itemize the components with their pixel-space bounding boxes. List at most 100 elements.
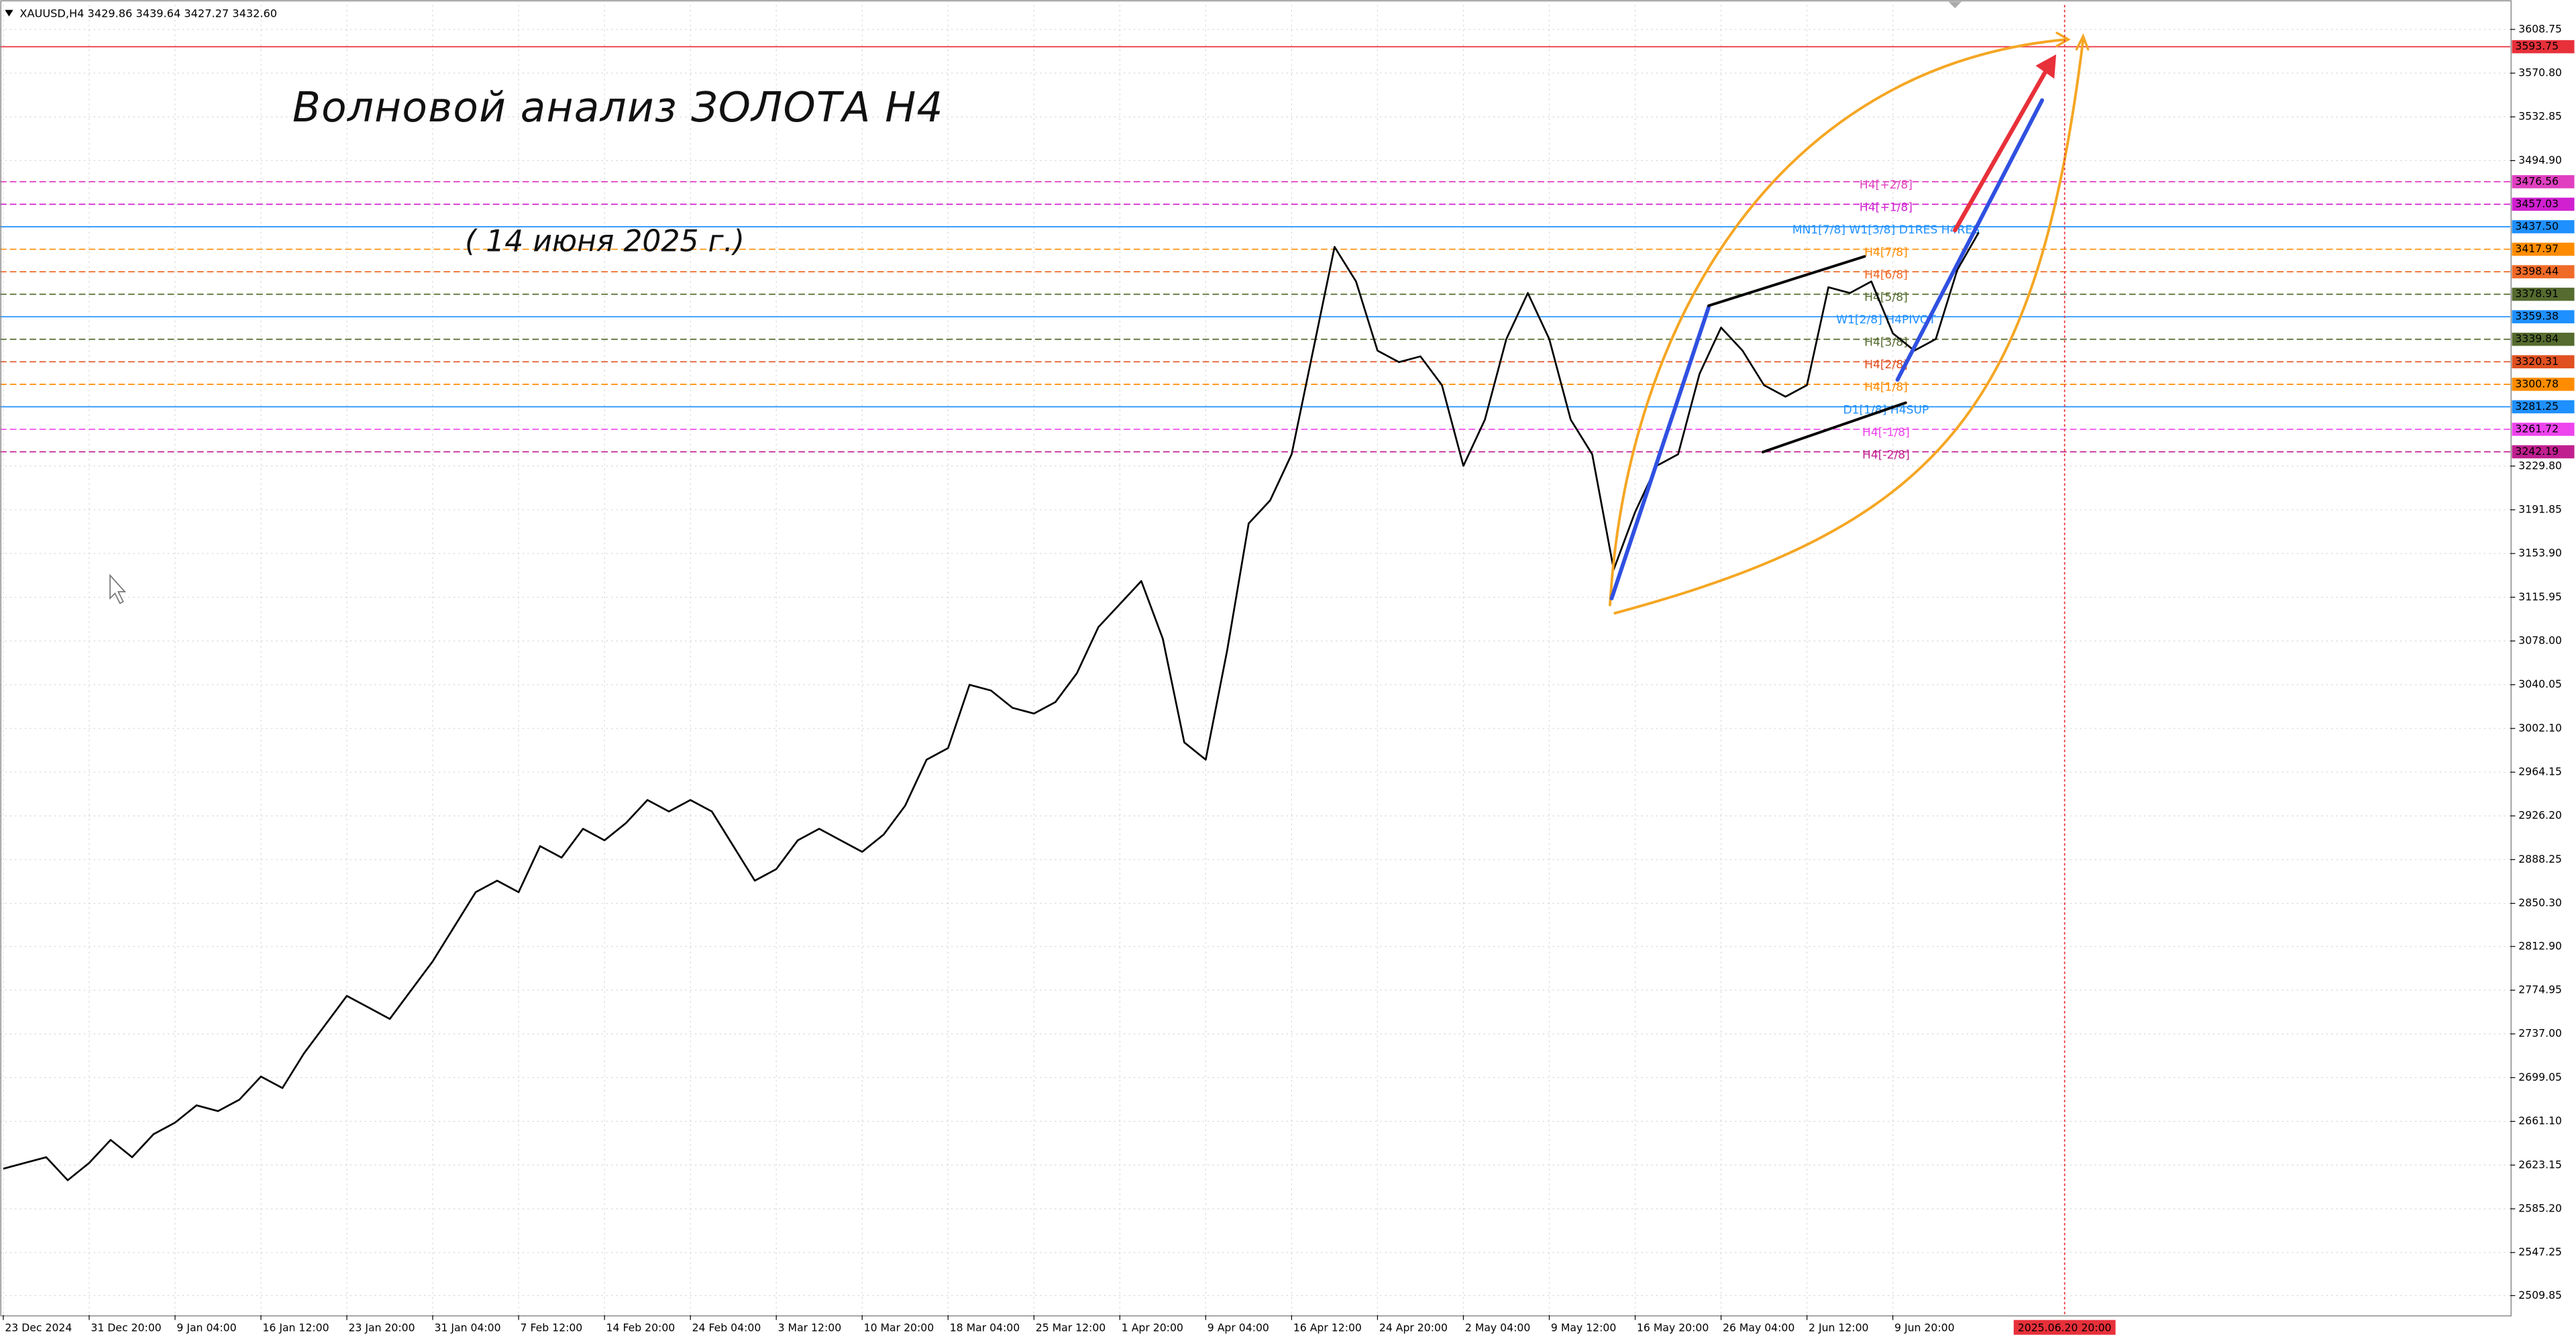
level-note: H4[2/8] <box>1864 358 1908 372</box>
x-tick-label: 9 Jan 04:00 <box>176 1321 236 1334</box>
level-tag <box>2512 310 2575 323</box>
x-tick-label: 10 Mar 20:00 <box>864 1321 934 1334</box>
arrow-head <box>2035 54 2057 79</box>
y-tick-label: 3494.90 <box>2518 154 2562 166</box>
x-tick-label: 18 Mar 04:00 <box>950 1321 1020 1334</box>
y-tick-label: 2926.20 <box>2518 809 2562 822</box>
x-tick-label: 16 May 20:00 <box>1637 1321 1709 1334</box>
x-tick-label: 24 Apr 20:00 <box>1379 1321 1448 1334</box>
x-tick-label: 24 Feb 04:00 <box>692 1321 761 1334</box>
level-tag-label: 3593.75 <box>2515 40 2559 52</box>
level-tag-label: 3476.56 <box>2515 174 2559 187</box>
y-tick-label: 2737.00 <box>2518 1027 2562 1040</box>
y-tick-label: 2888.25 <box>2518 853 2562 865</box>
level-tag-label: 3378.91 <box>2515 287 2559 300</box>
y-tick-label: 2585.20 <box>2518 1201 2562 1214</box>
level-note: H4[6/8] <box>1864 268 1908 282</box>
y-tick-label: 2661.10 <box>2518 1114 2562 1127</box>
level-tag <box>2512 378 2575 391</box>
level-tag <box>2512 265 2575 278</box>
y-tick-label: 3570.80 <box>2518 66 2562 79</box>
channel-line <box>1707 255 1866 307</box>
level-note: H4[-2/8] <box>1862 448 1910 462</box>
x-tick-label: 31 Jan 04:00 <box>435 1321 501 1334</box>
level-tag-label: 3437.50 <box>2515 219 2559 232</box>
header: XAUUSD,H4 3429.86 3439.64 3427.27 3432.6… <box>19 7 277 19</box>
y-tick-label: 3002.10 <box>2518 721 2562 734</box>
y-tick-label: 3532.85 <box>2518 110 2562 123</box>
level-tag-label: 3281.25 <box>2515 400 2559 413</box>
y-tick-label: 2812.90 <box>2518 939 2562 952</box>
x-tick-label: 23 Dec 2024 <box>5 1321 72 1334</box>
level-tag <box>2512 242 2575 256</box>
level-tag-label: 3261.72 <box>2515 422 2559 435</box>
x-tick-label: 3 Mar 12:00 <box>778 1321 842 1334</box>
level-note: H4[+2/8] <box>1860 178 1913 192</box>
y-tick-label: 2509.85 <box>2518 1289 2562 1301</box>
orange-curve <box>1613 38 2085 614</box>
level-tag <box>2512 332 2575 346</box>
level-note: H4[+1/8] <box>1860 201 1913 214</box>
level-tag <box>2512 40 2575 54</box>
chart-subtitle: ( 14 июня 2025 г.) <box>465 225 745 259</box>
shift-marker <box>1948 1 1962 9</box>
level-tag-label: 3300.78 <box>2515 377 2559 390</box>
time-tag <box>2013 1320 2116 1335</box>
level-tag-label: 3417.97 <box>2515 242 2559 255</box>
x-tick-label: 9 May 12:00 <box>1551 1321 1616 1334</box>
level-note: H4[1/8] <box>1864 381 1908 394</box>
x-tick-label: 23 Jan 20:00 <box>348 1321 415 1334</box>
x-tick-label: 31 Dec 20:00 <box>91 1321 161 1334</box>
level-tag-label: 3242.19 <box>2515 445 2559 458</box>
y-tick-label: 3040.05 <box>2518 678 2562 690</box>
plot-frame <box>0 0 2512 1317</box>
levels: H4[+2/8] H4[+1/8] MN1[7/8] W1[3/8] D1RES H… <box>0 46 2511 462</box>
x-tick-label: 16 Apr 12:00 <box>1293 1321 1362 1334</box>
level-note: H4[-1/8] <box>1862 426 1910 439</box>
chart-title: Волновой анализ ЗОЛОТА H4 <box>292 84 944 131</box>
x-tick-label: 26 May 04:00 <box>1723 1321 1794 1334</box>
y-tick-label: 3229.80 <box>2518 459 2562 472</box>
y-tick-label: 3608.75 <box>2518 22 2562 35</box>
x-tick-label: 2 Jun 12:00 <box>1809 1321 1868 1334</box>
grid <box>0 5 2511 1315</box>
time-tag-label: 2025.06.20 20:00 <box>2018 1321 2112 1334</box>
y-tick-label: 2623.15 <box>2518 1158 2562 1171</box>
y-tick-label: 2964.15 <box>2518 765 2562 778</box>
level-tag-label: 3339.84 <box>2515 332 2559 345</box>
annotations <box>109 1 2090 614</box>
level-tag-label: 3398.44 <box>2515 265 2559 278</box>
arrow-head <box>2075 33 2090 51</box>
y-tick-label: 3078.00 <box>2518 634 2562 647</box>
level-tag <box>2512 445 2575 459</box>
axes: 3608.75 3570.80 3532.85 3494.90 3229.80 3191.… <box>3 22 2575 1335</box>
level-note: H4[7/8] <box>1864 246 1908 259</box>
x-tick-label: 25 Mar 12:00 <box>1036 1321 1106 1334</box>
level-note: W1[2/8] H4PIVOT <box>1836 313 1936 327</box>
x-tick-label: 16 Jan 12:00 <box>262 1321 329 1334</box>
x-tick-label: 9 Apr 04:00 <box>1208 1321 1269 1334</box>
level-tag-label: 3320.31 <box>2515 355 2559 368</box>
channel-line <box>1761 401 1907 453</box>
level-tag <box>2512 175 2575 189</box>
y-tick-label: 2547.25 <box>2518 1246 2562 1258</box>
wave-line <box>1609 305 1711 600</box>
menu-triangle <box>5 9 13 17</box>
y-tick-label: 2774.95 <box>2518 983 2562 996</box>
orange-curve <box>1609 38 2068 606</box>
arrow-head <box>2055 32 2071 48</box>
level-tag-label: 3457.03 <box>2515 197 2559 210</box>
level-tag-label: 3359.38 <box>2515 310 2559 323</box>
cursor-icon <box>109 574 127 604</box>
y-tick-label: 2699.05 <box>2518 1071 2562 1083</box>
y-tick-label: 3115.95 <box>2518 590 2562 603</box>
x-tick-label: 9 Jun 20:00 <box>1894 1321 1954 1334</box>
forecast-arrow <box>1953 66 2049 233</box>
level-note: MN1[7/8] W1[3/8] D1RES H4RES <box>1792 223 1980 237</box>
level-tag <box>2512 355 2575 369</box>
wave-line <box>1895 98 2045 382</box>
level-tag <box>2512 197 2575 211</box>
level-tag <box>2512 423 2575 436</box>
